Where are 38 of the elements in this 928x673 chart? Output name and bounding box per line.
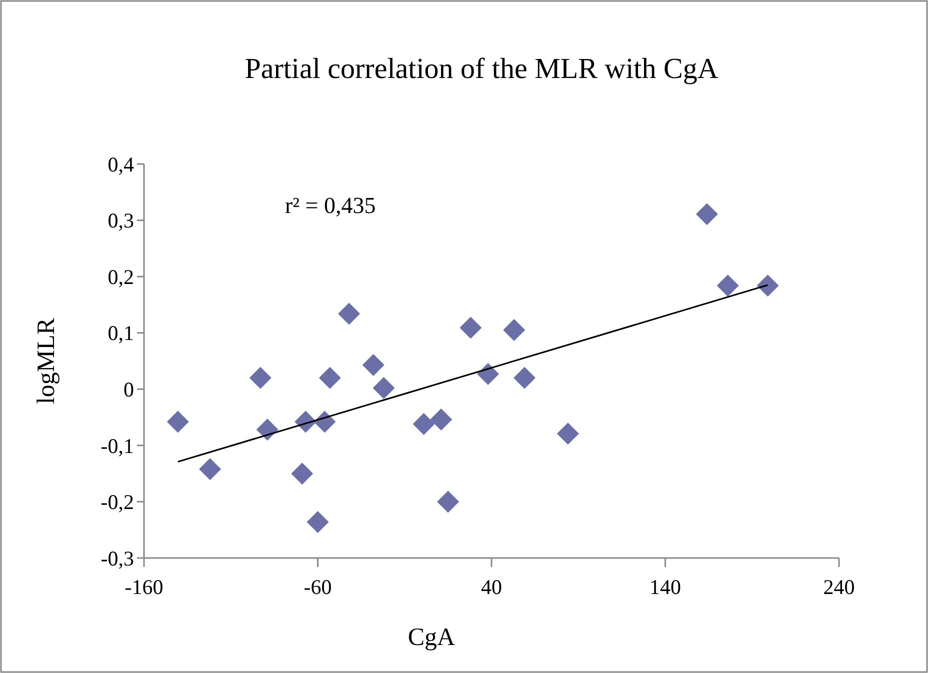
point xyxy=(756,274,779,297)
point xyxy=(430,408,452,431)
point xyxy=(460,316,482,339)
point xyxy=(199,458,222,480)
point xyxy=(503,319,526,342)
x-tick-label: 140 xyxy=(650,575,681,599)
chart-title: Partial correlation of the MLR with CgA xyxy=(244,53,718,85)
point xyxy=(338,302,360,325)
y-tick-label: -0,2 xyxy=(100,490,134,514)
y-tick-label: 0,2 xyxy=(108,264,134,289)
point xyxy=(437,490,460,513)
point xyxy=(514,366,536,389)
point xyxy=(256,418,278,441)
y-tick-label: -0,3 xyxy=(100,546,134,570)
point xyxy=(306,510,329,533)
annotation: r² = 0,435 xyxy=(285,193,376,218)
point xyxy=(716,274,739,297)
point xyxy=(477,362,500,385)
y-tick-label: 0,4 xyxy=(108,152,134,176)
point xyxy=(318,366,341,389)
point xyxy=(372,377,395,400)
x-tick-label: 40 xyxy=(481,575,502,599)
point xyxy=(412,413,435,436)
y-tick-label: -0,1 xyxy=(100,434,134,458)
point xyxy=(249,366,272,389)
y-tick-label: 0,3 xyxy=(108,208,134,233)
point xyxy=(166,410,189,433)
x-axis-title: CgA xyxy=(408,624,456,651)
x-tick-label: -160 xyxy=(124,575,164,599)
x-tick-label: 240 xyxy=(823,575,855,599)
y-tick-label: 0 xyxy=(124,377,134,402)
point xyxy=(291,462,314,485)
y-tick-label: 0,1 xyxy=(108,321,134,346)
point xyxy=(556,422,579,445)
point xyxy=(362,354,384,376)
y-axis-title: logMLR xyxy=(33,318,60,404)
x-tick-label: -60 xyxy=(304,575,332,599)
point xyxy=(696,203,718,226)
